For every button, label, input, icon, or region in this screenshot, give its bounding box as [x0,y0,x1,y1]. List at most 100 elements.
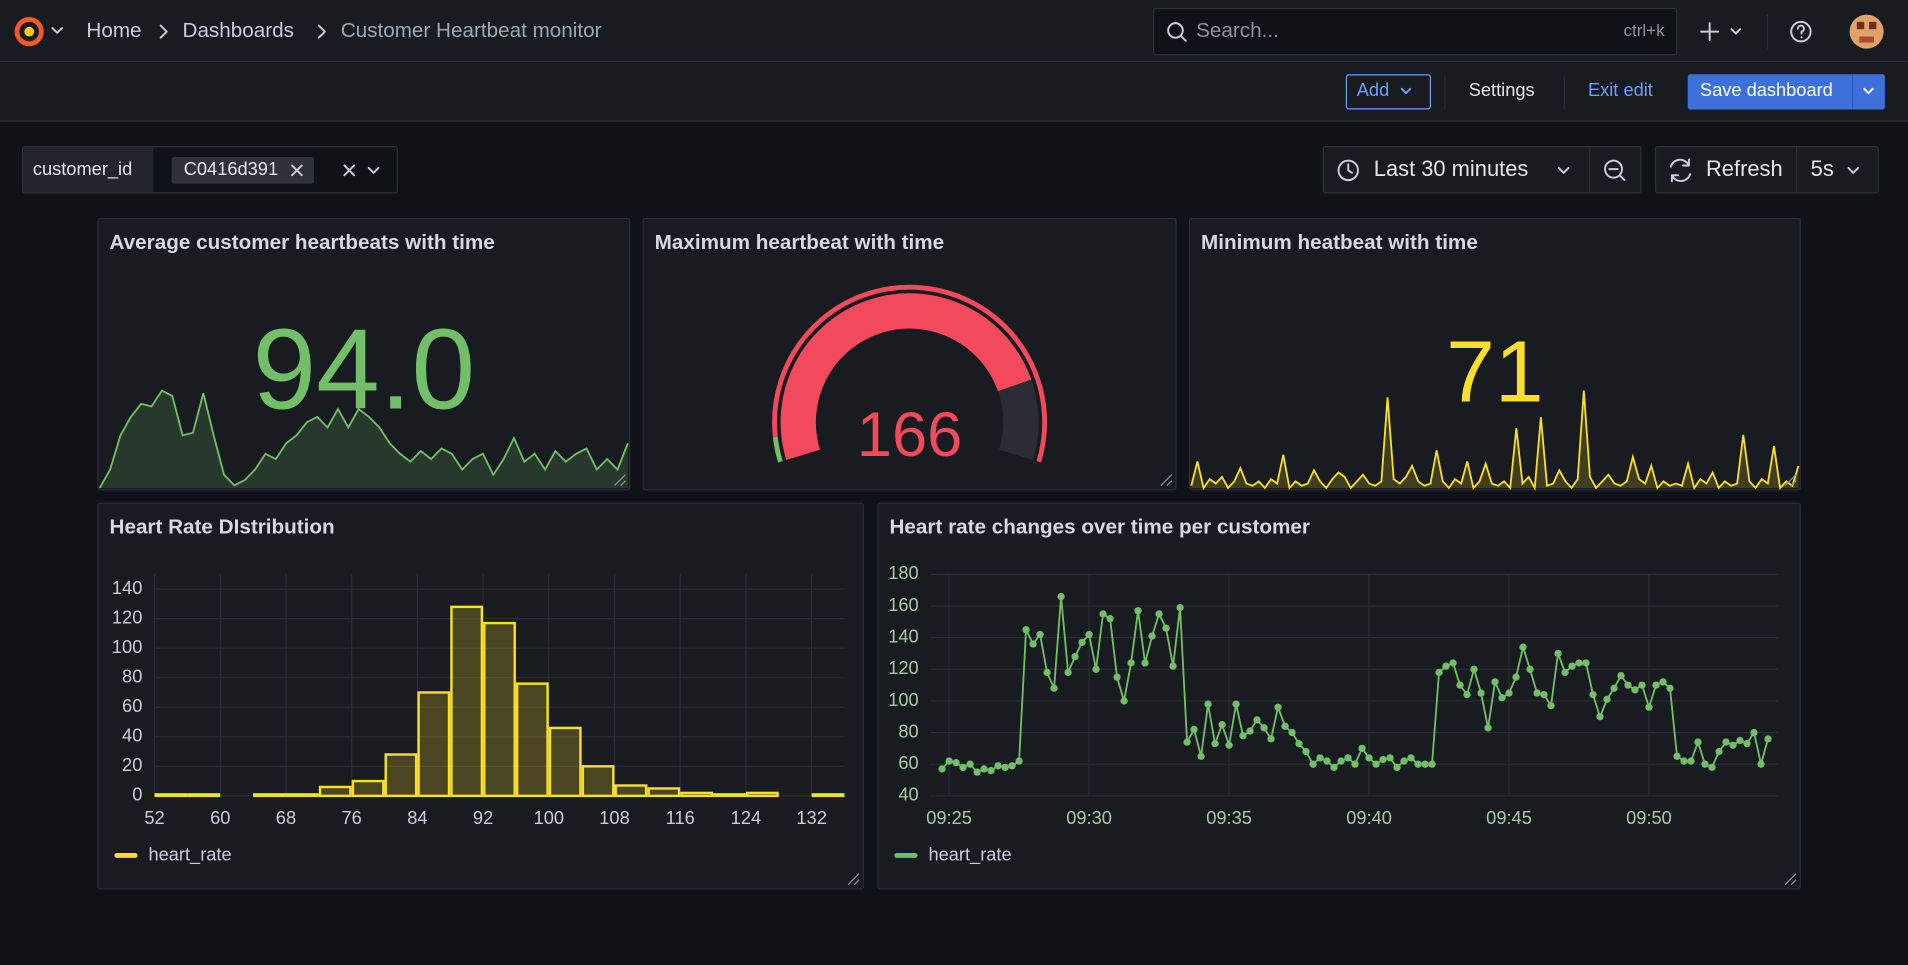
y-tick-label: 40 [122,725,142,746]
data-point [952,758,960,767]
resize-handle[interactable] [847,873,860,886]
histogram-bar [614,784,648,798]
data-point [1680,757,1688,765]
data-point [1519,643,1527,651]
data-point [1113,673,1121,681]
x-tick-label: 60 [210,807,230,828]
histogram-bar [154,793,188,798]
panel-title: Maximum heartbeat with time [655,231,944,254]
refresh-picker[interactable]: Refresh 5s [1654,146,1879,194]
data-point [1043,668,1051,677]
histogram-bar [450,605,484,798]
exit-edit-button[interactable]: Exit edit [1588,79,1653,100]
remove-icon[interactable] [291,164,303,177]
x-tick-label: 09:35 [1206,807,1252,828]
save-button[interactable]: Save dashboard [1687,74,1885,110]
histogram-bar [318,785,352,798]
x-tick-label: 124 [731,807,761,828]
histogram-bar [581,765,615,798]
data-point [1477,689,1485,697]
histogram-bar [548,726,582,798]
panel [1188,217,1801,491]
button-label: Save dashboard [1700,79,1833,100]
data-point [980,765,988,773]
time-picker[interactable]: Last 30 minutes [1322,146,1642,194]
data-point [1204,700,1212,708]
data-point [1050,684,1058,692]
x-tick-label: 09:40 [1346,807,1392,828]
y-tick-label: 100 [888,689,918,710]
data-point [1750,728,1758,737]
data-point [1015,757,1023,765]
clock-icon [1347,163,1353,174]
data-point [1575,659,1583,667]
panels: Average customer heartbeats with time 94.… [97,217,1801,890]
x-tick-label: 09:45 [1486,807,1532,828]
data-point [1358,744,1366,753]
avatar[interactable] [1849,14,1884,49]
panel-title: Heart rate changes over time per custome… [890,516,1310,539]
data-point [1225,741,1233,749]
grafana-logo[interactable] [14,17,64,47]
add-button[interactable]: Add [1345,74,1431,110]
resize-handle[interactable] [1784,474,1797,486]
zoom-out-icon[interactable] [1604,159,1624,179]
data-point [1736,736,1744,745]
data-point [1148,632,1156,640]
data-point [1344,754,1352,762]
histogram-bar [417,691,451,798]
breadcrumb-separator [159,24,168,39]
resize-handle[interactable] [1784,873,1797,886]
data-point [1435,668,1443,677]
data-point [1239,732,1247,740]
data-point [1421,760,1429,768]
settings-button[interactable]: Settings [1469,79,1535,100]
breadcrumb-separator [317,24,326,39]
x-tick-label: 84 [407,807,427,828]
data-point [1036,630,1044,639]
clear-icon[interactable] [343,164,356,177]
avatar-pixel [1856,21,1865,30]
data-point [1498,694,1506,702]
data-point [1141,659,1149,667]
y-tick-label: 100 [112,636,142,657]
resize-handle[interactable] [614,474,626,486]
data-point [1295,739,1303,748]
legend-label[interactable]: heart_rate [928,843,1011,865]
histogram-bar [713,793,746,798]
breadcrumb[interactable]: Dashboards [183,19,294,42]
data-point [1169,662,1177,670]
data-point [1260,724,1268,732]
data-point [1106,615,1114,623]
data-point [1393,763,1401,772]
variable-picker[interactable]: customer_id C0416d391 [21,146,398,194]
y-tick-label: 80 [898,720,918,741]
histogram-bar [811,793,845,798]
data-point [973,768,981,776]
legend-label[interactable]: heart_rate [148,843,231,865]
data-point [1078,638,1086,647]
help-mark [1796,24,1805,39]
data-point [1505,689,1513,697]
help-icon[interactable] [1790,20,1812,43]
avatar-pixel [1859,36,1874,43]
resize-handle[interactable] [1160,474,1173,486]
data-point [1624,681,1632,689]
x-tick-label: 09:30 [1066,807,1112,828]
new-icon[interactable] [1700,22,1720,42]
search-box[interactable]: Search... ctrl+k [1152,7,1678,56]
avatar-bg [1849,14,1884,49]
data-point [1484,724,1492,732]
gauge-value: 166 [857,400,963,470]
data-point [1456,681,1464,689]
data-point [1400,757,1408,765]
y-tick-label: 60 [122,695,142,716]
y-tick-label: 140 [112,577,142,598]
breadcrumb[interactable]: Home [86,19,141,42]
histogram-bar [647,787,681,798]
sparkline [98,389,629,489]
variable-chip [171,156,314,184]
data-point [1274,703,1282,711]
data-point [1309,760,1317,768]
